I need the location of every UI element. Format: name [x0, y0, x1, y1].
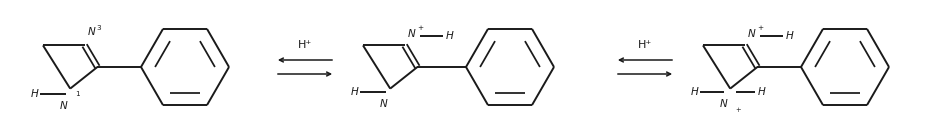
Text: +: + — [417, 25, 423, 31]
Text: H: H — [784, 31, 793, 41]
Text: H: H — [690, 87, 698, 97]
Text: +: + — [757, 25, 763, 31]
Text: N: N — [407, 29, 415, 39]
Text: N: N — [59, 101, 67, 111]
Text: H⁺: H⁺ — [637, 40, 651, 50]
Text: N: N — [379, 99, 387, 109]
Text: H: H — [350, 87, 358, 97]
Text: 3: 3 — [96, 25, 101, 31]
Text: H: H — [757, 87, 766, 97]
Text: 1: 1 — [76, 91, 79, 97]
Text: +: + — [734, 107, 740, 113]
Text: H: H — [30, 89, 38, 99]
Text: N: N — [88, 27, 95, 37]
Text: N: N — [747, 29, 754, 39]
Text: H: H — [446, 31, 453, 41]
Text: H⁺: H⁺ — [297, 40, 312, 50]
Text: N: N — [718, 99, 727, 109]
